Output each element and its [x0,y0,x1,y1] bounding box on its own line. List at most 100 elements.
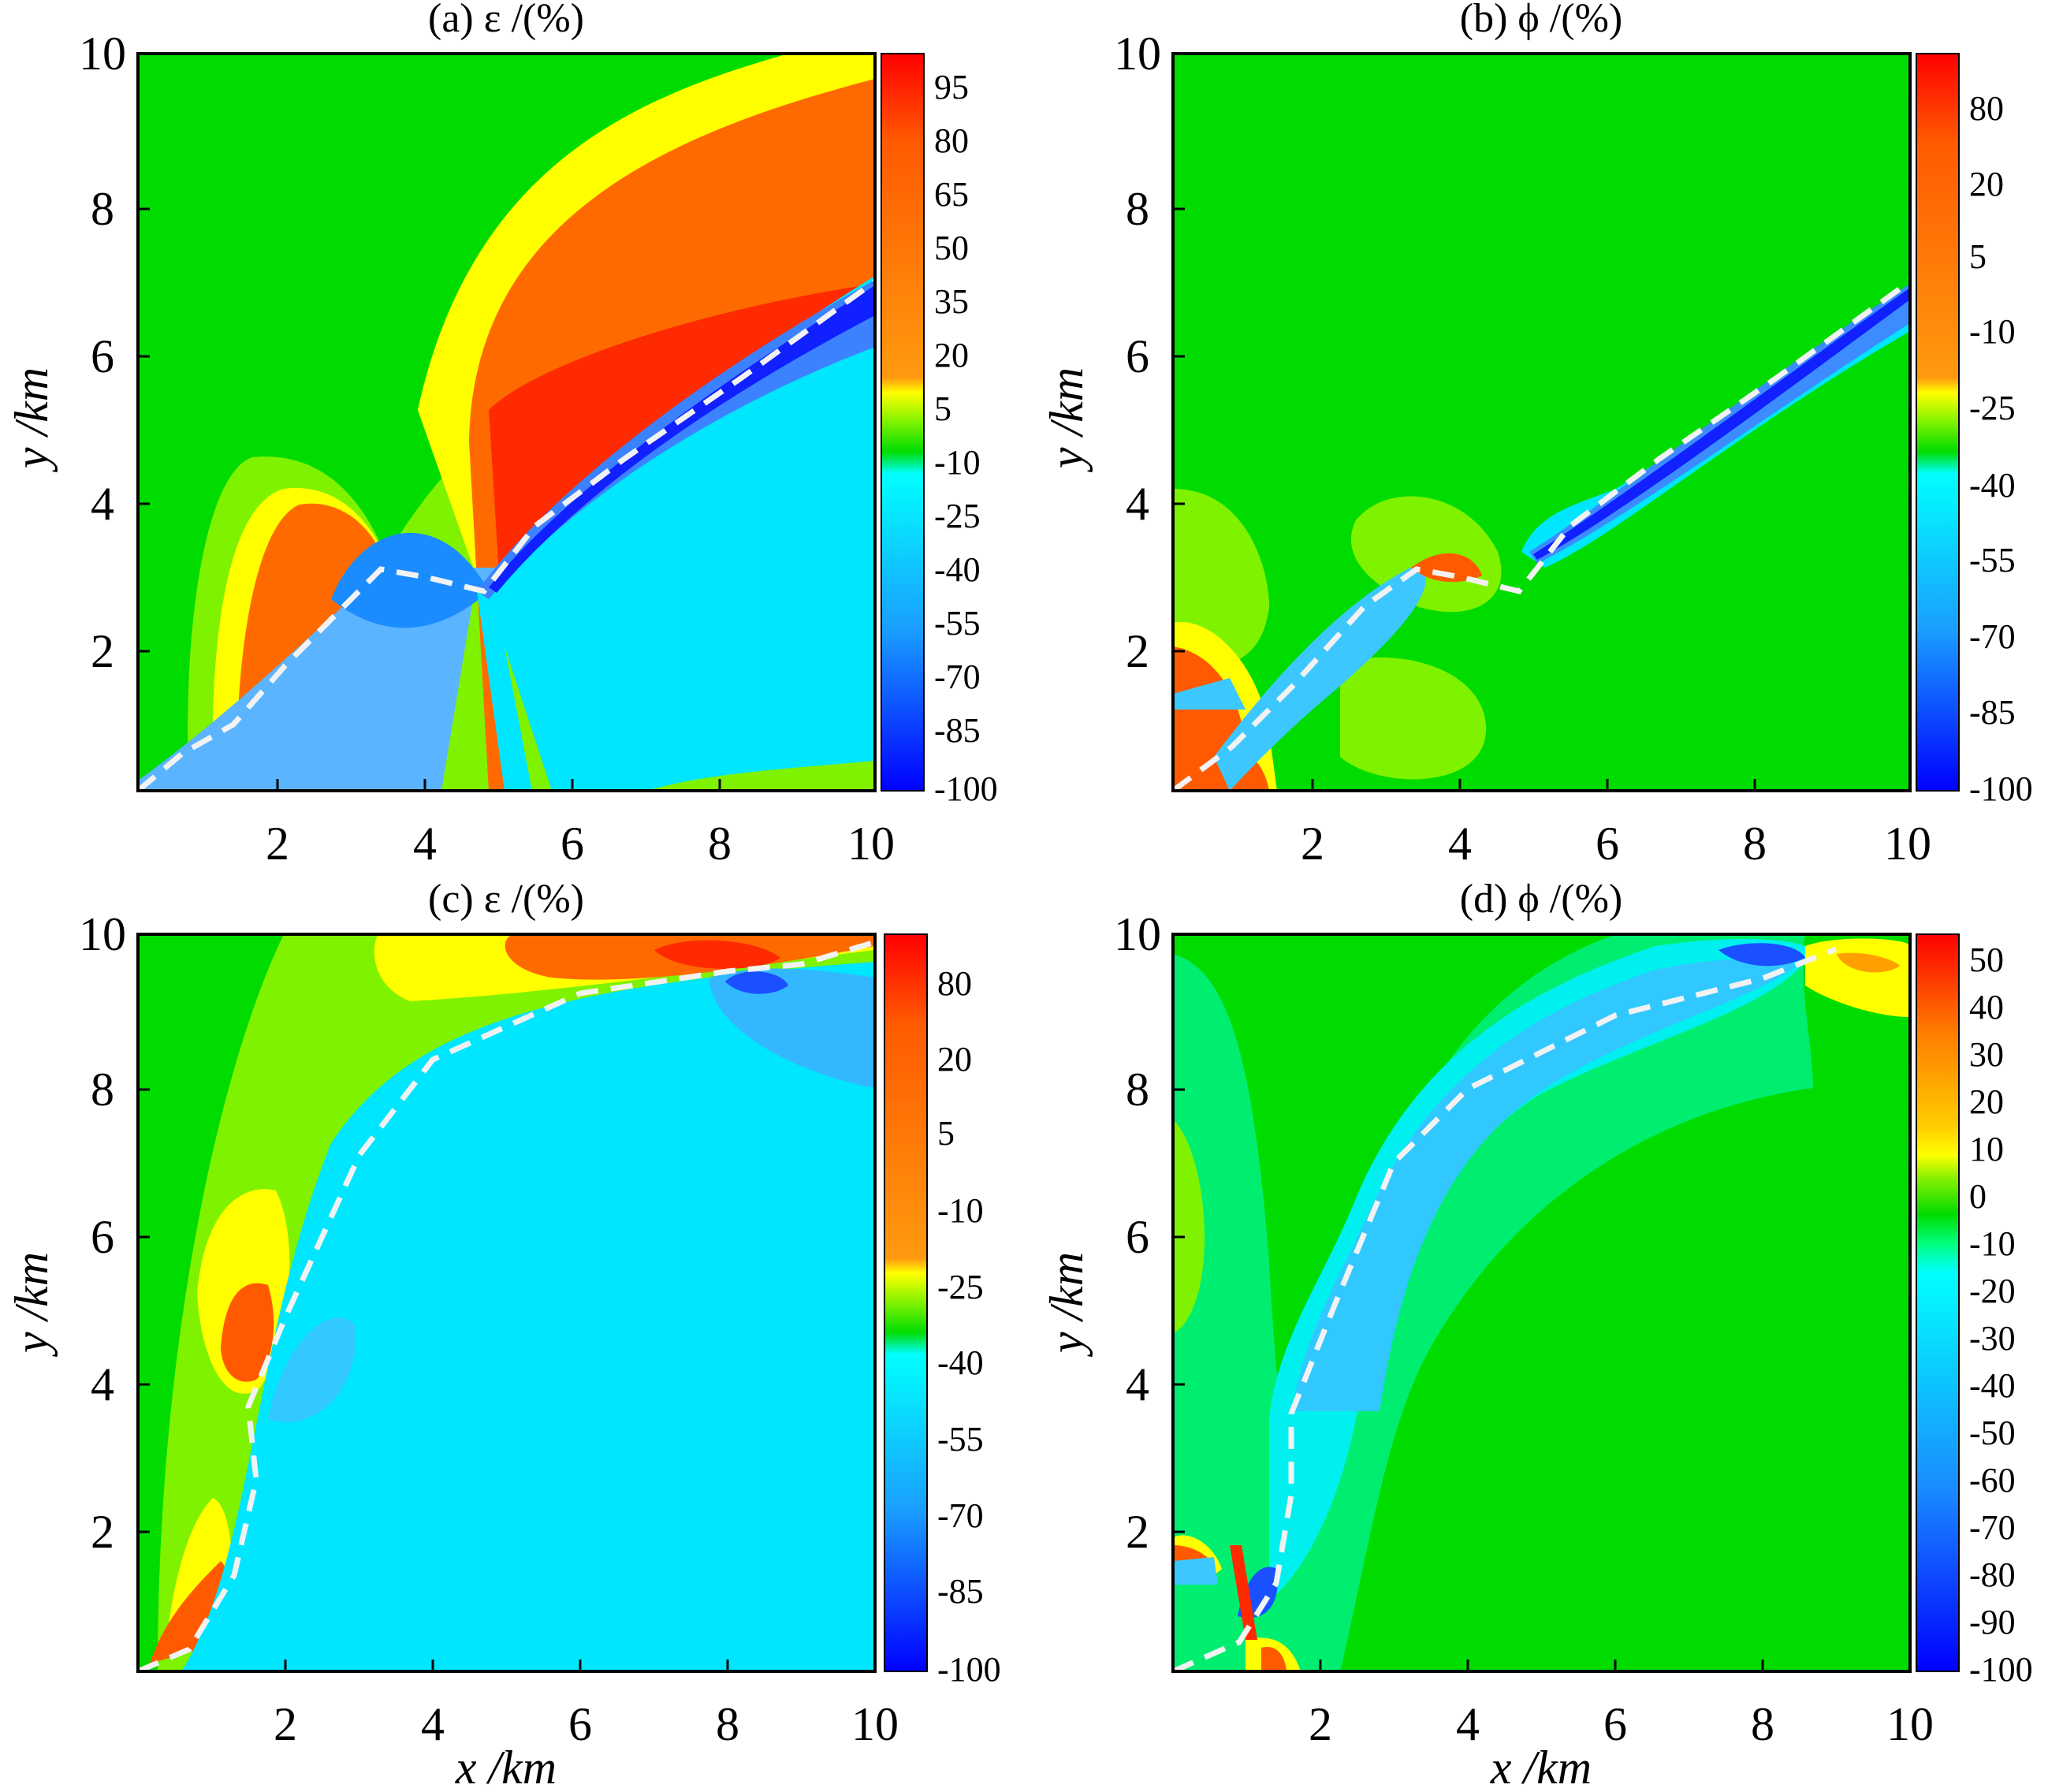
panel-c-cb-label: -55 [937,1420,984,1459]
panel-b-xtick: 2 [1301,818,1324,870]
panel-d-colorbar [1916,933,1960,1672]
panel-a-xtick: 10 [847,818,895,870]
panel-a-cb-label: 95 [934,68,969,106]
panel-c: (c) ε /(%) 2 4 6 8 10 2 4 6 8 10 x /km y… [6,877,1001,1792]
panel-d-cb-label: 50 [1969,941,2004,979]
panel-a-ytick: 6 [91,330,114,382]
panel-d-xtick: 2 [1309,1698,1332,1750]
panel-a: (a) ε /(%) 2 4 6 8 10 2 4 6 8 10 y /km 9… [6,0,998,870]
panel-b-fracture-line [1171,279,1912,793]
panel-c-colorbar-labels: 80 20 5 -10 -25 -40 -55 -70 -85 -100 [937,964,1001,1689]
panel-c-cb-label: -85 [937,1572,984,1611]
panel-d-cb-label: -70 [1969,1508,2016,1547]
panel-b-frame [1171,52,1912,792]
panel-a-ytick: 2 [91,625,114,677]
panel-b-title: (b) ϕ /(%) [1460,0,1622,41]
panel-c-ytick: 8 [91,1064,114,1116]
panel-b-cb-label: -10 [1969,312,2016,351]
panel-a-cb-label: 80 [934,121,969,160]
panel-b-colorbar [1916,53,1960,792]
panel-a-cb-label: -40 [934,550,981,589]
panel-d-xtick: 6 [1603,1698,1627,1750]
panel-a-cb-label: -25 [934,497,981,535]
panel-b-cb-label: -70 [1969,617,2016,656]
panel-a-xtick: 2 [266,818,289,870]
panel-d-field [1173,934,1910,1671]
panel-b-cb-label: 20 [1969,165,2004,203]
panel-c-colorbar [884,933,928,1672]
panel-a-cb-label: -100 [934,769,998,808]
panel-d-ytick: 10 [1114,908,1161,960]
panel-b-cb-label: -55 [1969,541,2016,579]
panel-c-cb-label: -70 [937,1496,984,1535]
panel-c-fracture-line [136,939,877,1675]
panel-d-cb-label: 10 [1969,1130,2004,1168]
panel-a-cb-label: 50 [934,229,969,267]
panel-a-frame [136,52,877,792]
panel-b-cb-label: -100 [1969,769,2033,808]
panel-d-cb-label: -20 [1969,1272,2016,1310]
panel-b-ytick: 6 [1126,330,1149,382]
panel-a-xtick: 4 [413,818,437,870]
panel-d-cb-label: 30 [1969,1035,2004,1074]
panel-c-ytick: 10 [79,908,126,960]
panel-c-xtick: 10 [851,1698,899,1750]
panel-a-colorbar-labels: 95 80 65 50 35 20 5 -10 -25 -40 -55 -70 … [934,68,998,808]
panel-d-xtick: 8 [1751,1698,1774,1750]
panel-c-ytick: 6 [91,1211,114,1263]
panel-a-colorbar [881,53,925,792]
panel-b-xtick: 10 [1884,818,1931,870]
panel-a-cb-label: 20 [934,336,969,374]
panel-a-ytick: 10 [79,28,126,80]
panel-c-tick-marks [138,1088,729,1671]
panel-d-frame [1171,933,1912,1673]
panel-a-fracture-line [136,279,877,793]
panel-d-ytick: 4 [1126,1358,1149,1410]
panel-b-ylabel: y /km [1041,367,1093,473]
panel-b-ytick: 8 [1126,183,1149,235]
panel-d-tick-marks [1173,1088,1764,1671]
panel-d-ylabel: y /km [1041,1252,1093,1358]
panel-d-cb-label: -10 [1969,1224,2016,1263]
panel-b-tick-marks [1173,207,1756,791]
panel-d-xtick: 10 [1886,1698,1934,1750]
panel-d-cb-label: 0 [1969,1177,1987,1216]
panel-c-ytick: 4 [91,1358,114,1410]
panel-c-xtick: 6 [568,1698,592,1750]
panel-c-cb-label: -25 [937,1268,984,1306]
panel-b-ytick: 4 [1126,478,1149,530]
panel-a-title: (a) ε /(%) [428,0,584,41]
panel-a-xtick: 8 [708,818,732,870]
panel-d-cb-label: -50 [1969,1414,2016,1452]
panel-d-cb-label: 40 [1969,988,2004,1026]
panel-c-xtick: 4 [421,1698,445,1750]
panel-a-ytick: 4 [91,478,114,530]
panel-c-xtick: 8 [716,1698,739,1750]
panel-d-cb-label: -90 [1969,1603,2016,1641]
panel-d-cb-label: -100 [1969,1650,2033,1689]
panel-c-ytick: 2 [91,1506,114,1558]
panel-d-ytick: 2 [1126,1506,1149,1558]
panel-b: (b) ϕ /(%) 2 4 6 8 10 2 4 6 8 10 y /km 8… [1041,0,2033,870]
panel-b-cb-label: -85 [1969,693,2016,732]
panel-d-xtick: 4 [1456,1698,1480,1750]
panel-c-cb-label: -10 [937,1191,984,1230]
panel-a-cb-label: 65 [934,175,969,214]
panel-c-cb-label: 80 [937,964,972,1003]
panel-c-cb-label: 5 [937,1114,955,1153]
panel-b-xtick: 8 [1743,818,1767,870]
panel-b-cb-label: -40 [1969,466,2016,505]
panel-d-cb-label: -60 [1969,1461,2016,1500]
panel-b-xtick: 4 [1448,818,1472,870]
panel-b-xtick: 6 [1596,818,1619,870]
panel-c-xlabel: x /km [455,1742,557,1792]
panel-a-xtick: 6 [560,818,584,870]
panel-d-title: (d) ϕ /(%) [1460,877,1622,922]
panel-c-xtick: 2 [274,1698,297,1750]
panel-c-cb-label: -40 [937,1343,984,1382]
panel-d-cb-label: -30 [1969,1319,2016,1358]
panel-b-cb-label: 5 [1969,237,1987,276]
panel-a-tick-marks [138,52,721,791]
panel-a-cb-label: -10 [934,443,981,482]
